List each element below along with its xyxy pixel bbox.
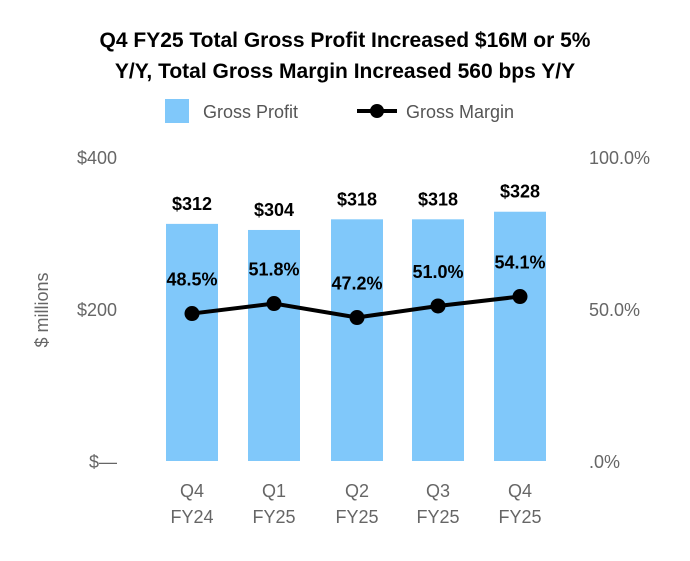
- bar-label-4: $328: [500, 182, 540, 202]
- margin-label-0: 48.5%: [166, 270, 217, 290]
- y2-tick-100: 100.0%: [589, 148, 650, 168]
- bar-label-1: $304: [254, 200, 294, 220]
- gross-margin-point-2: [349, 310, 365, 326]
- bar-label-2: $318: [337, 189, 377, 209]
- legend-gross-profit: Gross Profit: [203, 102, 298, 122]
- x-tick-3-1: FY25: [416, 507, 459, 527]
- x-tick-4-0: Q4: [508, 481, 532, 501]
- x-tick-4-1: FY25: [498, 507, 541, 527]
- gross-margin-point-3: [430, 298, 446, 314]
- chart-title-line-1: Q4 FY25 Total Gross Profit Increased $16…: [100, 29, 591, 52]
- x-tick-1-0: Q1: [262, 481, 286, 501]
- bar-gross-profit-4: [494, 211, 546, 461]
- margin-label-4: 54.1%: [494, 253, 545, 273]
- y-tick-200: $200: [77, 300, 117, 320]
- y-tick-0: $—: [89, 452, 117, 472]
- y2-tick-0: .0%: [589, 452, 620, 472]
- x-tick-1-1: FY25: [252, 507, 295, 527]
- gross-margin-point-4: [512, 289, 528, 305]
- bar-label-0: $312: [172, 194, 212, 214]
- x-tick-2-0: Q2: [345, 481, 369, 501]
- legend-gross-margin: Gross Margin: [406, 102, 514, 122]
- x-tick-3-0: Q3: [426, 481, 450, 501]
- bar-gross-profit-1: [248, 229, 300, 461]
- margin-label-3: 51.0%: [412, 262, 463, 282]
- margin-label-1: 51.8%: [248, 260, 299, 280]
- bar-gross-profit-3: [412, 219, 464, 461]
- bar-label-3: $318: [418, 189, 458, 209]
- x-tick-0-0: Q4: [180, 481, 204, 501]
- gross-margin-point-0: [184, 306, 200, 322]
- legend-line-marker: [370, 104, 384, 118]
- y2-tick-50: 50.0%: [589, 300, 640, 320]
- legend-bar-swatch: [165, 99, 189, 123]
- chart-title-line-2: Y/Y, Total Gross Margin Increased 560 bp…: [115, 60, 575, 83]
- bar-gross-profit-0: [166, 223, 218, 461]
- y-axis-label: $ millions: [32, 272, 52, 347]
- y-tick-400: $400: [77, 148, 117, 168]
- margin-label-2: 47.2%: [331, 274, 382, 294]
- x-tick-0-1: FY24: [170, 507, 213, 527]
- gross-margin-point-1: [266, 296, 282, 312]
- bar-gross-profit-2: [331, 219, 383, 461]
- x-tick-2-1: FY25: [335, 507, 378, 527]
